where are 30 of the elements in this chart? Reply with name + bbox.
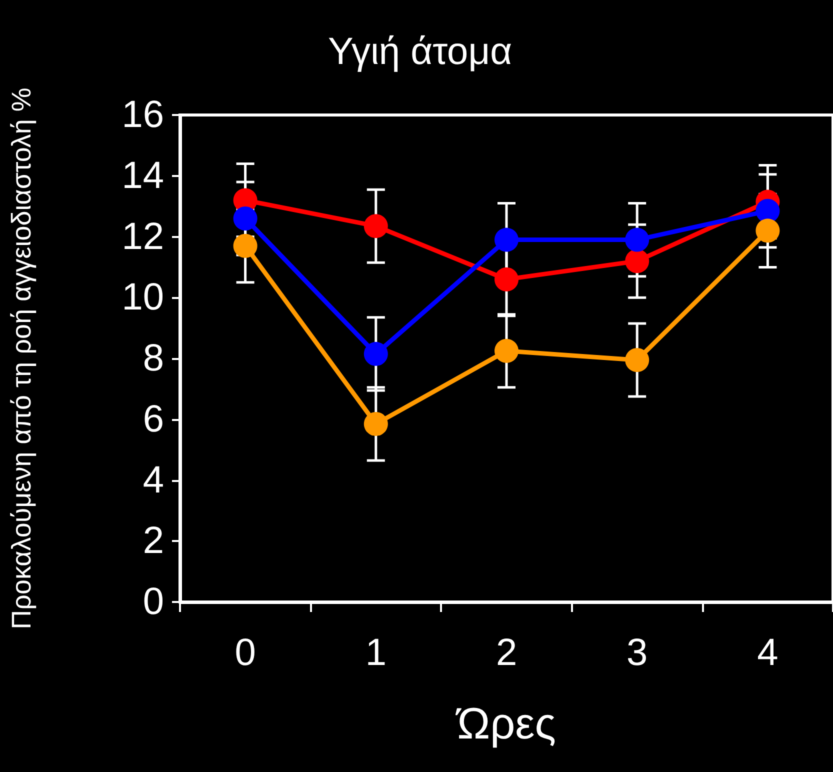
point [233, 234, 258, 258]
point [756, 218, 780, 243]
y-axis-title: Προκαλούμενη από τη ροή αγγειοδιαστολή % [6, 88, 36, 630]
y-tick-label: 2 [142, 520, 164, 562]
y-tick-label: 4 [142, 459, 164, 502]
y-tick-label: 10 [122, 276, 164, 319]
x-tick-label: 3 [626, 632, 648, 674]
y-tick-label: 0 [142, 581, 164, 623]
x-tick-label: 0 [234, 632, 256, 674]
x-axis-title: Ώρες [455, 700, 556, 748]
point [364, 342, 388, 366]
point [494, 228, 518, 252]
y-tick-label: 8 [142, 338, 164, 380]
point [756, 198, 780, 223]
point [494, 338, 518, 363]
y-tick-label: 14 [122, 154, 164, 197]
point [233, 206, 258, 230]
point [494, 267, 518, 292]
point [625, 348, 650, 372]
x-tick-label: 2 [496, 632, 518, 674]
point [625, 249, 650, 274]
point [364, 214, 388, 238]
x-tick-label: 4 [757, 632, 778, 674]
point [364, 412, 388, 436]
point [625, 228, 650, 252]
y-tick-label: 6 [142, 398, 164, 440]
y-tick-label: 12 [122, 216, 164, 258]
y-tick-label: 16 [122, 94, 164, 136]
chart-title: Υγιή άτομα [328, 31, 512, 73]
x-tick-label: 1 [365, 632, 386, 674]
